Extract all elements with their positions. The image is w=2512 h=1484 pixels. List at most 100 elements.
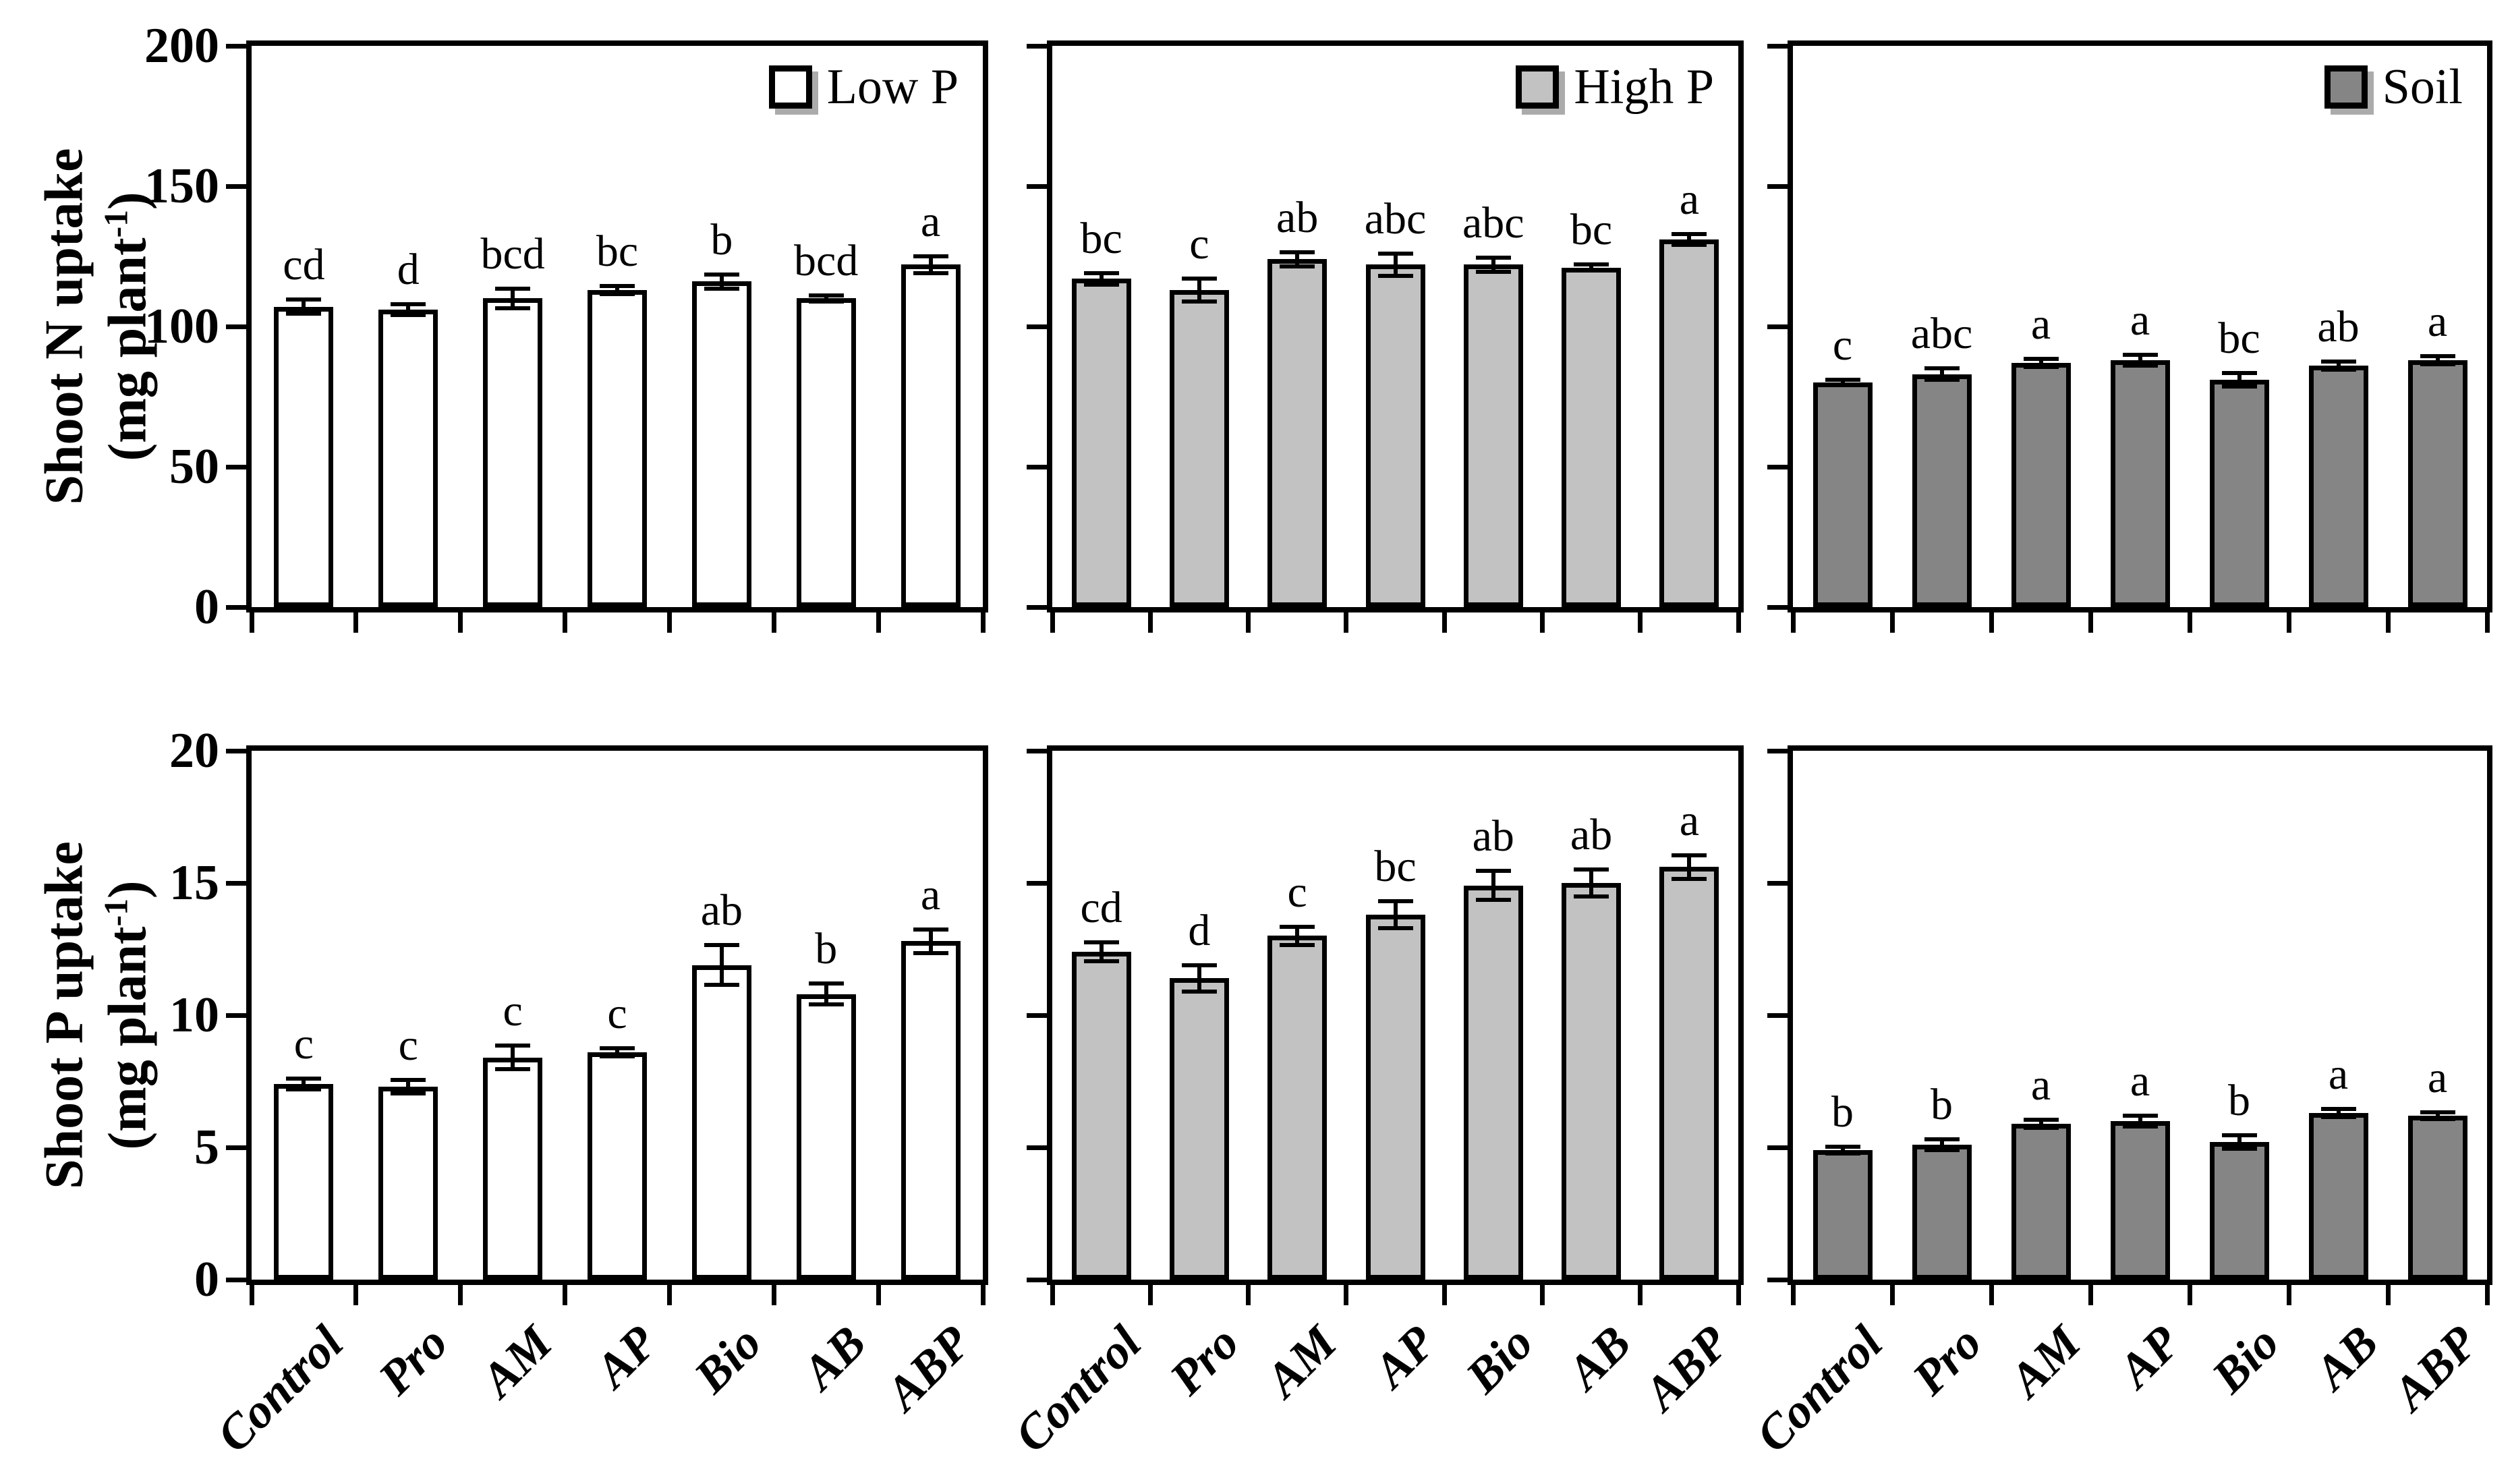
error-bar-cap (2320, 360, 2356, 364)
error-bar-cap (1377, 899, 1413, 904)
x-tick (771, 1285, 776, 1305)
error-bar-cap (1083, 282, 1119, 287)
bar (691, 281, 751, 607)
bar (901, 264, 961, 607)
error-bar (928, 256, 933, 273)
error-bar (1393, 901, 1398, 928)
error-bar-cap (1924, 1137, 1960, 1142)
x-tick (2187, 612, 2192, 633)
y-tick (1767, 43, 1788, 49)
x-tick (2187, 1285, 2192, 1305)
y-tick (1767, 604, 1788, 610)
y-tick (1767, 1277, 1788, 1282)
error-bar-cap (1825, 383, 1860, 388)
error-bar (928, 929, 933, 953)
error-bar-cap (286, 1087, 322, 1091)
x-tick (353, 612, 359, 633)
y-tick-label: 10 (169, 988, 219, 1043)
y-tick (1767, 324, 1788, 329)
significance-letter: abc (1462, 198, 1524, 248)
panel-n-uptake-low-p: cd d bcd bc b bcd a Low P (226, 40, 988, 633)
y-tick (226, 324, 246, 329)
error-bar (1687, 233, 1692, 246)
error-bar-cap (1181, 963, 1217, 967)
error-bar-cap (495, 1044, 531, 1048)
error-bar-cap (600, 292, 635, 297)
y-tick (1027, 1277, 1047, 1282)
legend-marker-high-p (1516, 65, 1560, 109)
y-tick (226, 464, 246, 469)
x-tick (1539, 1285, 1545, 1305)
y-tick-label: 0 (194, 1252, 219, 1307)
y-tick (226, 1277, 246, 1282)
error-bar-cap (913, 927, 948, 932)
significance-letter: b (2228, 1076, 2250, 1126)
error-bar-cap (808, 1002, 844, 1007)
error-bar (302, 1079, 306, 1089)
bar (588, 289, 647, 607)
x-tick (1441, 612, 1447, 633)
panel-n-uptake-high-p: bc c ab abc abc bc a High P (1027, 40, 1744, 633)
error-bar-cap (913, 254, 948, 258)
error-bar-cap (391, 1078, 426, 1083)
x-tick (2286, 1285, 2291, 1305)
bar (1365, 264, 1425, 607)
significance-letter: b (815, 923, 838, 973)
x-tick (1441, 1285, 1447, 1305)
error-bar-cap (391, 302, 426, 306)
significance-letter: a (2130, 1056, 2150, 1106)
error-bar-cap (1280, 250, 1315, 254)
significance-letter: d (397, 244, 420, 294)
y-tick-label: 150 (144, 159, 219, 214)
x-tick (876, 1285, 881, 1305)
bar (1562, 267, 1622, 607)
bar (2407, 1115, 2467, 1280)
bar (1267, 936, 1328, 1280)
error-bar-cap (1280, 924, 1315, 929)
error-bar (1840, 1147, 1845, 1153)
error-bar-cap (1181, 277, 1217, 281)
y-tick (1027, 1145, 1047, 1150)
significance-letter: bc (596, 226, 639, 276)
error-bar (1589, 869, 1594, 896)
significance-letter: ab (2317, 302, 2360, 351)
error-bar-cap (2420, 1116, 2455, 1121)
error-bar (2038, 358, 2043, 368)
y-tick (1027, 464, 1047, 469)
x-tick (1736, 612, 1741, 633)
error-bar-cap (1475, 256, 1511, 260)
bar (274, 1083, 334, 1280)
error-bar-cap (495, 306, 531, 310)
bar (1267, 259, 1328, 607)
error-bar (2336, 362, 2341, 370)
error-bar-cap (600, 1046, 635, 1050)
error-bar-cap (704, 286, 739, 291)
error-bar-cap (1083, 270, 1119, 275)
x-tick (458, 1285, 463, 1305)
error-bar-cap (1574, 894, 1609, 898)
error-bar-cap (1377, 925, 1413, 930)
significance-letter: a (2328, 1050, 2349, 1100)
x-tick (249, 1285, 254, 1305)
significance-letter: bcd (794, 236, 859, 286)
error-bar-cap (1924, 366, 1960, 371)
error-bar (2237, 372, 2242, 387)
significance-letter: bc (2218, 313, 2260, 363)
significance-letter: bc (1374, 842, 1417, 892)
bar (378, 1086, 438, 1280)
y-tick (226, 748, 246, 753)
error-bar-cap (808, 293, 844, 298)
significance-letter: ab (700, 886, 743, 936)
error-bar (824, 983, 828, 1005)
error-bar (2138, 354, 2142, 366)
bar (901, 941, 961, 1280)
error-bar (406, 1080, 411, 1093)
error-bar-cap (2221, 384, 2257, 389)
bar (2110, 360, 2170, 607)
error-bar-cap (808, 299, 844, 304)
y-tick (226, 43, 246, 49)
error-bar-cap (2320, 1107, 2356, 1112)
significance-letter: ab (1570, 810, 1613, 860)
x-tick (980, 612, 986, 633)
